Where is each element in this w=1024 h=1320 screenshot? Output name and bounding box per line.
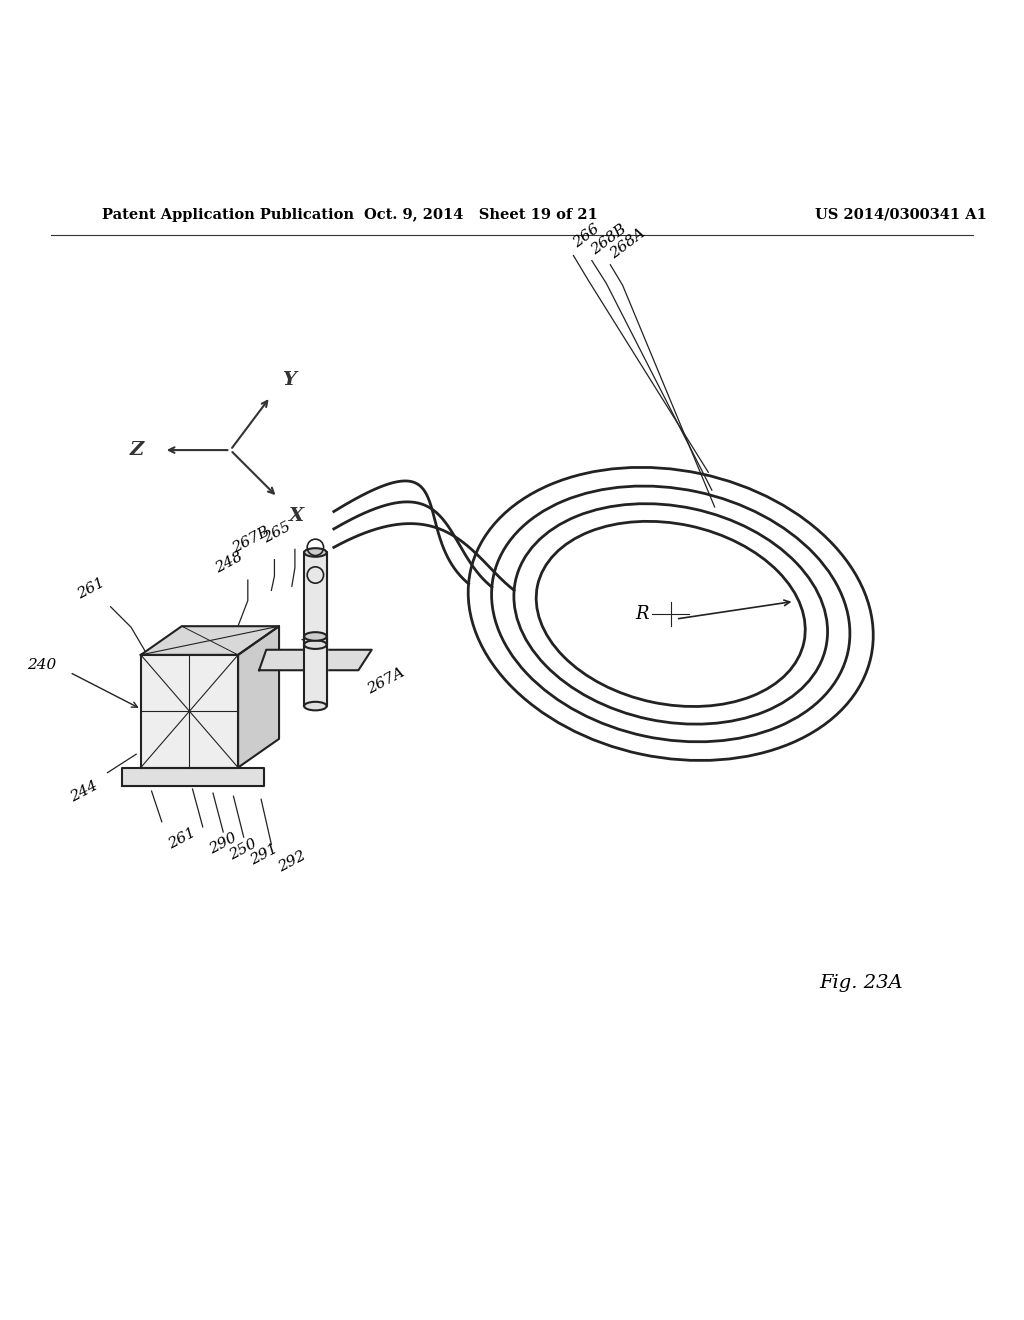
Text: 265: 265 <box>260 519 293 545</box>
Text: Patent Application Publication: Patent Application Publication <box>102 207 354 222</box>
Text: 261: 261 <box>75 576 108 602</box>
Ellipse shape <box>304 632 327 640</box>
Text: Z: Z <box>130 441 144 459</box>
Polygon shape <box>123 767 264 785</box>
Text: R: R <box>635 605 648 623</box>
Text: Fig. 23A: Fig. 23A <box>819 974 903 991</box>
Polygon shape <box>304 553 327 644</box>
Text: Y: Y <box>282 371 296 389</box>
Text: 267B: 267B <box>230 524 272 556</box>
Text: 292: 292 <box>275 849 308 875</box>
Text: 240: 240 <box>27 659 56 672</box>
Text: 266: 266 <box>570 222 602 251</box>
Polygon shape <box>238 626 279 767</box>
Text: 268A: 268A <box>607 226 648 261</box>
Polygon shape <box>141 626 279 655</box>
Text: Oct. 9, 2014   Sheet 19 of 21: Oct. 9, 2014 Sheet 19 of 21 <box>365 207 598 222</box>
Ellipse shape <box>304 702 327 710</box>
Ellipse shape <box>304 640 327 649</box>
Polygon shape <box>304 636 327 706</box>
Text: 268B: 268B <box>589 222 630 257</box>
Text: 248: 248 <box>213 550 246 576</box>
Text: 290: 290 <box>207 832 240 857</box>
Text: 261: 261 <box>166 826 199 851</box>
Polygon shape <box>259 649 372 671</box>
Text: X: X <box>289 507 303 524</box>
Text: 267A: 267A <box>365 665 407 697</box>
Text: US 2014/0300341 A1: US 2014/0300341 A1 <box>815 207 987 222</box>
Text: 250: 250 <box>227 836 260 862</box>
Polygon shape <box>141 655 238 767</box>
Ellipse shape <box>304 548 327 557</box>
Text: 291: 291 <box>248 841 281 867</box>
Text: 244: 244 <box>68 779 100 805</box>
